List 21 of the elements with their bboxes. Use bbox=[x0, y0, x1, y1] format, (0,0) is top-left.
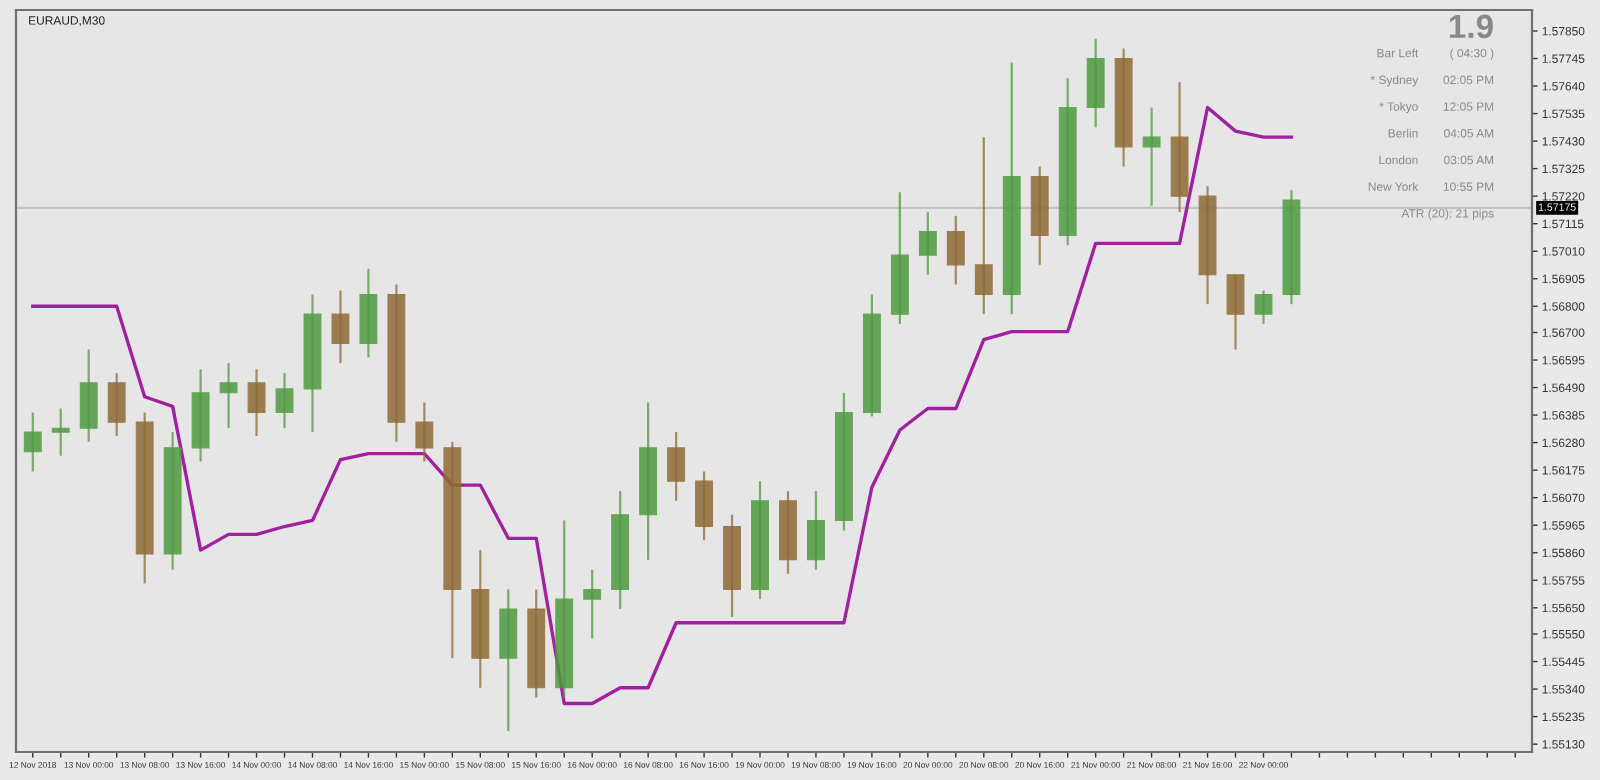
candlestick bbox=[1226, 273, 1245, 351]
line-series bbox=[31, 105, 1294, 706]
candlestick bbox=[247, 368, 266, 438]
candlestick bbox=[415, 401, 434, 463]
candlestick bbox=[583, 568, 602, 640]
candlestick bbox=[23, 411, 42, 473]
candlestick bbox=[107, 372, 126, 438]
candlestick bbox=[695, 470, 714, 542]
candlestick bbox=[946, 214, 965, 286]
annotation: 1.9 bbox=[1449, 14, 1493, 39]
candlestick bbox=[807, 490, 825, 571]
candlestick bbox=[1254, 289, 1273, 325]
candlestick bbox=[51, 407, 70, 457]
candlestick bbox=[275, 372, 294, 430]
candlestick bbox=[219, 362, 238, 430]
candlestick bbox=[1142, 106, 1161, 207]
candlestick bbox=[79, 348, 98, 443]
candlestick bbox=[974, 136, 993, 316]
candlestick bbox=[918, 210, 937, 276]
candlestick bbox=[331, 289, 350, 365]
candlestick bbox=[667, 431, 686, 502]
